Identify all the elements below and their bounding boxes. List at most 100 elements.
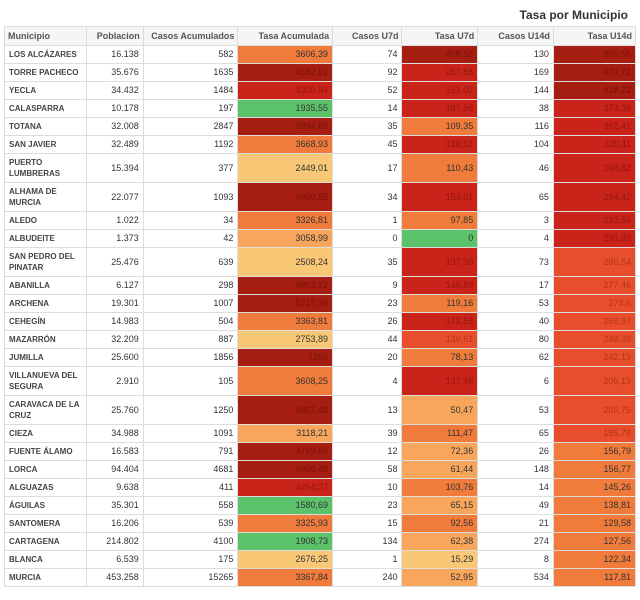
col-t7[interactable]: Tasa U7d — [402, 27, 478, 46]
cell-acum: 582 — [143, 46, 238, 64]
cell-c7: 92 — [333, 64, 402, 82]
cell-tacum: 5217,35 — [238, 295, 333, 313]
cell-muni: ÁGUILAS — [5, 497, 87, 515]
cell-c14: 73 — [478, 248, 554, 277]
col-tacum[interactable]: Tasa Acumulada — [238, 27, 333, 46]
cell-t7: 52,95 — [402, 569, 478, 587]
cell-t14: 291,33 — [553, 230, 635, 248]
cell-c14: 534 — [478, 569, 554, 587]
cell-c14: 21 — [478, 515, 554, 533]
cell-t14: 242,19 — [553, 349, 635, 367]
cell-c7: 74 — [333, 46, 402, 64]
cell-tacum: 4950,85 — [238, 183, 333, 212]
cell-c14: 116 — [478, 118, 554, 136]
cell-t14: 127,56 — [553, 533, 635, 551]
cell-t7: 78,13 — [402, 349, 478, 367]
cell-tacum: 3367,84 — [238, 569, 333, 587]
col-t14[interactable]: Tasa U14d — [553, 27, 635, 46]
cell-pob: 453.258 — [87, 569, 144, 587]
cell-c14: 38 — [478, 100, 554, 118]
cell-t7: 65,15 — [402, 497, 478, 515]
cell-c7: 13 — [333, 396, 402, 425]
cell-pob: 15.394 — [87, 154, 144, 183]
table-row: CARTAGENA214.80241001908,7313462,3827412… — [5, 533, 636, 551]
cell-c7: 45 — [333, 136, 402, 154]
cell-t14: 294,42 — [553, 183, 635, 212]
table-row: PUERTO LUMBRERAS15.3943772449,0117110,43… — [5, 154, 636, 183]
cell-t7: 119,16 — [402, 295, 478, 313]
table-row: JUMILLA25.600185672502078,1362242,19 — [5, 349, 636, 367]
cell-pob: 214.802 — [87, 533, 144, 551]
table-row: MURCIA453.258152653367,8424052,95534117,… — [5, 569, 636, 587]
col-c7[interactable]: Casos U7d — [333, 27, 402, 46]
cell-t14: 248,38 — [553, 331, 635, 349]
cell-t14: 805,55 — [553, 46, 635, 64]
cell-t7: 111,47 — [402, 425, 478, 443]
cell-tacum: 3058,99 — [238, 230, 333, 248]
cell-c14: 65 — [478, 425, 554, 443]
cell-acum: 539 — [143, 515, 238, 533]
cell-muni: CIEZA — [5, 425, 87, 443]
table-row: FUENTE ÁLAMO16.5837914769,951272,3626156… — [5, 443, 636, 461]
table-row: ARCHENA19.30110075217,3523119,1653274,6 — [5, 295, 636, 313]
col-muni[interactable]: Municipio — [5, 27, 87, 46]
cell-t7: 61,44 — [402, 461, 478, 479]
cell-pob: 19.301 — [87, 295, 144, 313]
cell-acum: 1091 — [143, 425, 238, 443]
table-title: Tasa por Municipio — [4, 4, 636, 26]
cell-t14: 293,54 — [553, 212, 635, 230]
table-row: SAN PEDRO DEL PINATAR25.4766392508,24351… — [5, 248, 636, 277]
cell-t14: 156,79 — [553, 443, 635, 461]
col-acum[interactable]: Casos Acumulados — [143, 27, 238, 46]
cell-tacum: 4769,95 — [238, 443, 333, 461]
table-row: CIEZA34.98810913118,2139111,4765185,78 — [5, 425, 636, 443]
cell-muni: TOTANA — [5, 118, 87, 136]
cell-t14: 138,81 — [553, 497, 635, 515]
cell-pob: 6.539 — [87, 551, 144, 569]
cell-muni: CALASPARRA — [5, 100, 87, 118]
cell-c7: 1 — [333, 551, 402, 569]
cell-muni: ALHAMA DE MURCIA — [5, 183, 87, 212]
cell-pob: 1.373 — [87, 230, 144, 248]
cell-acum: 791 — [143, 443, 238, 461]
cell-c7: 39 — [333, 425, 402, 443]
cell-c14: 17 — [478, 277, 554, 295]
cell-c14: 40 — [478, 313, 554, 331]
cell-acum: 558 — [143, 497, 238, 515]
cell-c7: 44 — [333, 331, 402, 349]
table-row: ÁGUILAS35.3015581580,692365,1549138,81 — [5, 497, 636, 515]
cell-t7: 62,38 — [402, 533, 478, 551]
cell-t7: 50,47 — [402, 396, 478, 425]
cell-t7: 257,88 — [402, 64, 478, 82]
cell-c14: 62 — [478, 349, 554, 367]
cell-muni: SANTOMERA — [5, 515, 87, 533]
cell-acum: 42 — [143, 230, 238, 248]
cell-t7: 173,53 — [402, 313, 478, 331]
cell-tacum: 4852,48 — [238, 396, 333, 425]
cell-muni: ARCHENA — [5, 295, 87, 313]
cell-c7: 58 — [333, 461, 402, 479]
cell-c7: 134 — [333, 533, 402, 551]
cell-pob: 34.988 — [87, 425, 144, 443]
cell-tacum: 2753,89 — [238, 331, 333, 349]
cell-pob: 2.910 — [87, 367, 144, 396]
cell-c14: 8 — [478, 551, 554, 569]
cell-c7: 20 — [333, 349, 402, 367]
cell-t7: 187,56 — [402, 100, 478, 118]
cell-muni: CARAVACA DE LA CRUZ — [5, 396, 87, 425]
table-row: LOS ALCÁZARES16.1385823606,3974458,55130… — [5, 46, 636, 64]
cell-t14: 473,71 — [553, 64, 635, 82]
col-c14[interactable]: Casos U14d — [478, 27, 554, 46]
cell-c14: 274 — [478, 533, 554, 551]
cell-c14: 130 — [478, 46, 554, 64]
cell-muni: CARTAGENA — [5, 533, 87, 551]
cell-c7: 1 — [333, 212, 402, 230]
table-row: VILLANUEVA DEL SEGURA2.9101053608,254137… — [5, 367, 636, 396]
cell-c7: 52 — [333, 82, 402, 100]
col-pob[interactable]: Poblacion — [87, 27, 144, 46]
cell-tacum: 2676,25 — [238, 551, 333, 569]
cell-tacum: 2449,01 — [238, 154, 333, 183]
cell-acum: 1484 — [143, 82, 238, 100]
cell-t14: 185,78 — [553, 425, 635, 443]
cell-t14: 298,82 — [553, 154, 635, 183]
